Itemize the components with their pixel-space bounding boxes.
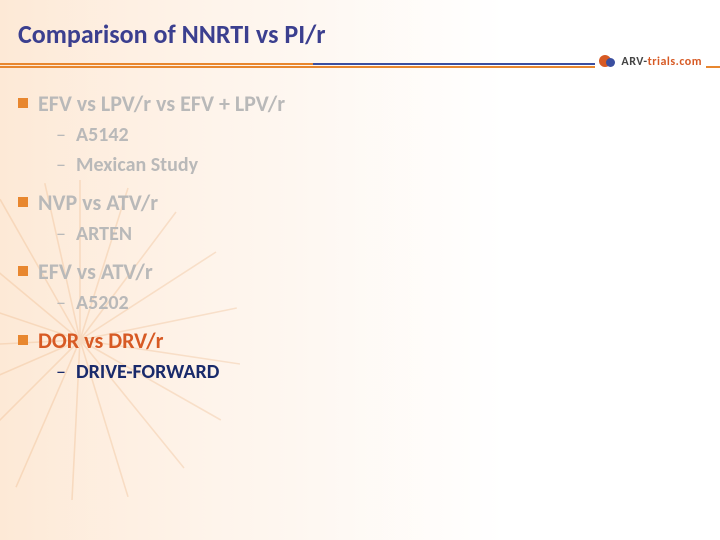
sub-item-label: A5202 <box>76 291 129 315</box>
slide: Comparison of NNRTI vs PI/r ARV-trials.c… <box>0 0 720 540</box>
logo: ARV-trials.com <box>595 55 706 69</box>
list-item: DOR vs DRV/r –DRIVE-FORWARD <box>18 327 680 384</box>
dash-icon: – <box>54 360 68 384</box>
content-list: EFV vs LPV/r vs EFV + LPV/r–A5142–Mexica… <box>18 90 680 396</box>
bullet-square-icon <box>18 98 28 108</box>
bullet-square-icon <box>18 197 28 207</box>
sub-item: –A5202 <box>54 291 680 315</box>
sub-item-label: Mexican Study <box>76 153 198 177</box>
sub-item-label: DRIVE-FORWARD <box>76 360 219 384</box>
list-item-label: EFV vs LPV/r vs EFV + LPV/r <box>38 90 285 117</box>
sub-item-label: ARTEN <box>76 222 132 246</box>
dash-icon: – <box>54 291 68 315</box>
list-item-label: EFV vs ATV/r <box>38 258 153 285</box>
sub-item: –ARTEN <box>54 222 680 246</box>
list-item: EFV vs LPV/r vs EFV + LPV/r–A5142–Mexica… <box>18 90 680 177</box>
list-item: NVP vs ATV/r –ARTEN <box>18 189 680 246</box>
list-item-label: NVP vs ATV/r <box>38 189 158 216</box>
sub-item: –DRIVE-FORWARD <box>54 360 680 384</box>
sub-item: –Mexican Study <box>54 153 680 177</box>
divider-seg2 <box>313 63 613 65</box>
divider-seg1 <box>0 63 313 65</box>
bullet-square-icon <box>18 335 28 345</box>
dash-icon: – <box>54 153 68 177</box>
logo-prefix: ARV- <box>621 55 647 69</box>
list-item-label: DOR vs DRV/r <box>38 327 163 354</box>
logo-text: ARV-trials.com <box>621 55 702 69</box>
dash-icon: – <box>54 123 68 147</box>
list-item: EFV vs ATV/r –A5202 <box>18 258 680 315</box>
dash-icon: – <box>54 222 68 246</box>
slide-title: Comparison of NNRTI vs PI/r <box>18 18 326 50</box>
logo-suffix: trials.com <box>648 55 702 69</box>
bullet-square-icon <box>18 266 28 276</box>
logo-icon <box>599 55 617 69</box>
sub-item-label: A5142 <box>76 123 129 147</box>
sub-item: –A5142 <box>54 123 680 147</box>
